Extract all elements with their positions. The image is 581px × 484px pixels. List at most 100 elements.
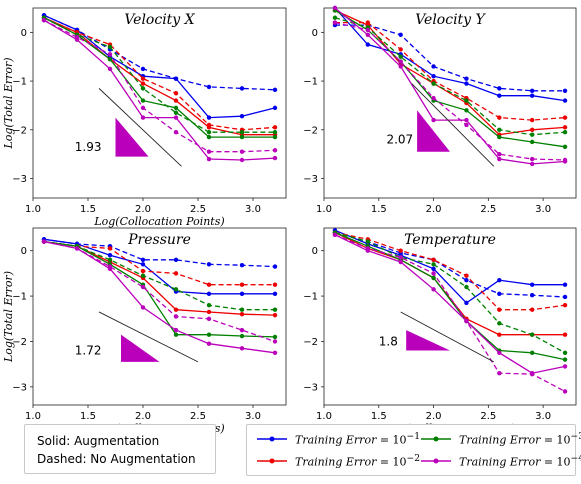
- data-point: [529, 292, 535, 298]
- data-point: [562, 144, 568, 150]
- series-line: [334, 21, 566, 161]
- data-point: [562, 88, 568, 94]
- data-point: [497, 307, 502, 312]
- data-point: [239, 327, 245, 333]
- series-line: [335, 21, 566, 121]
- data-point: [529, 88, 535, 94]
- chart-panel: 1.0 1.5 2.0 2.5 3.0 0 −1 −2 −3 Velocity Y 2.07: [303, 5, 577, 215]
- x-tick-label: 2.5: [190, 204, 206, 215]
- plot-frame: [32, 7, 287, 199]
- series-line: [334, 231, 566, 311]
- x-tick-label: 2.0: [426, 204, 442, 215]
- series-line: [43, 238, 276, 268]
- slope-triangle: [115, 117, 149, 157]
- data-point: [365, 239, 371, 244]
- data-point: [173, 257, 179, 262]
- data-point: [529, 132, 535, 137]
- data-point: [272, 148, 278, 153]
- data-point: [529, 332, 535, 337]
- data-point: [272, 312, 278, 318]
- data-point: [497, 156, 502, 162]
- data-point: [431, 95, 436, 101]
- data-point: [140, 273, 146, 278]
- data-point: [140, 268, 146, 274]
- data-point: [562, 302, 568, 308]
- data-point: [272, 350, 278, 356]
- data-point: [206, 341, 212, 346]
- data-point: [529, 282, 535, 287]
- data-point: [464, 108, 469, 113]
- data-point: [365, 20, 371, 25]
- data-point: [239, 263, 245, 268]
- data-point: [206, 309, 212, 315]
- data-point: [107, 246, 113, 251]
- data-point: [529, 371, 535, 377]
- data-point: [464, 277, 469, 283]
- data-point: [107, 253, 113, 258]
- data-point: [529, 139, 535, 145]
- dashed-note: Dashed: No Augmentation: [37, 452, 196, 466]
- data-point: [529, 117, 535, 123]
- data-point: [272, 130, 278, 135]
- data-point: [562, 115, 568, 120]
- data-point: [272, 264, 278, 269]
- y-tick-label: −3: [303, 382, 318, 393]
- legend-label: Training Error = 10−4: [459, 453, 581, 469]
- data-point: [239, 312, 245, 317]
- data-point: [431, 287, 436, 292]
- data-point: [206, 115, 212, 120]
- data-point: [206, 130, 212, 135]
- data-point: [529, 127, 535, 132]
- data-point: [74, 35, 80, 40]
- x-tick-label: 2.5: [190, 411, 206, 422]
- y-tick-label: −3: [12, 174, 27, 185]
- data-point: [206, 134, 212, 140]
- data-point: [497, 291, 502, 297]
- data-point: [497, 371, 502, 376]
- series-line: [43, 240, 275, 311]
- slope-reference-line: [400, 311, 495, 363]
- data-point: [464, 318, 469, 324]
- series-line: [334, 7, 566, 165]
- plot-frame: [323, 7, 577, 199]
- data-point: [497, 332, 502, 337]
- plot-frame: [32, 227, 287, 406]
- x-tick-label: 2.0: [426, 411, 442, 422]
- data-point: [529, 350, 535, 356]
- data-point: [431, 262, 436, 267]
- slope-reference-line: [98, 88, 182, 167]
- x-tick-label: 3.0: [245, 411, 261, 422]
- data-point: [464, 122, 469, 128]
- legend-label: Training Error = 10−3: [459, 431, 581, 447]
- data-point: [74, 246, 80, 251]
- data-point: [272, 87, 278, 93]
- data-point: [529, 307, 535, 312]
- legend-entry: Training Error = 10−1: [251, 430, 420, 448]
- series-line: [43, 238, 275, 295]
- data-point: [272, 125, 278, 130]
- data-point: [497, 134, 502, 140]
- series-line: [334, 229, 565, 304]
- y-tick-label: 0: [21, 28, 27, 39]
- legend-swatch: [421, 436, 451, 442]
- x-axis-label: Log(Collocation Points): [93, 215, 224, 228]
- data-point: [107, 257, 113, 262]
- x-tick-label: 1.5: [80, 204, 96, 215]
- slope-triangle: [406, 330, 450, 351]
- legend-entry: Training Error = 10−3: [415, 430, 581, 448]
- data-point: [239, 333, 245, 339]
- data-point: [365, 32, 371, 37]
- data-point: [464, 284, 469, 290]
- x-tick-label: 1.5: [80, 411, 96, 422]
- data-point: [398, 59, 403, 64]
- data-point: [398, 54, 403, 59]
- data-point: [431, 266, 436, 272]
- data-point: [173, 115, 179, 120]
- y-tick-label: −2: [303, 125, 318, 136]
- data-point: [272, 134, 278, 140]
- data-point: [41, 239, 47, 244]
- data-point: [497, 321, 502, 326]
- x-tick-label: 1.0: [316, 411, 332, 422]
- data-point: [562, 389, 568, 394]
